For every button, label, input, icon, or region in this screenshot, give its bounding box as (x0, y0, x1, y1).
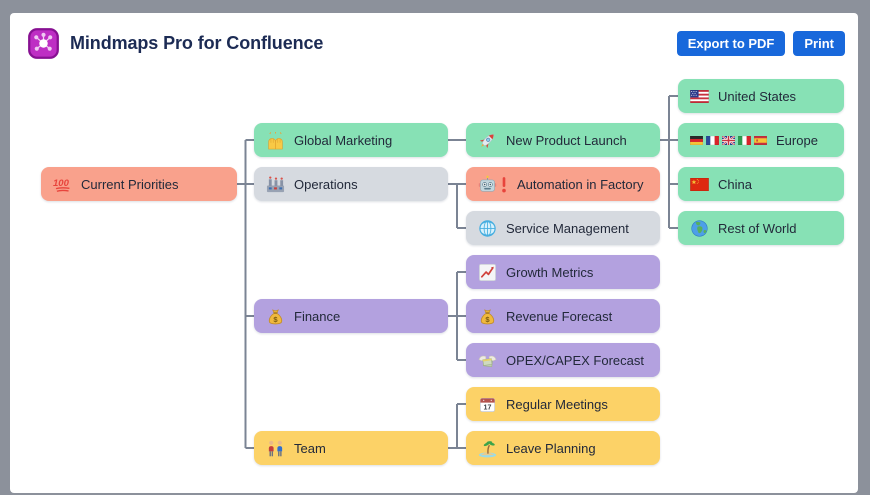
node-icons (690, 178, 709, 191)
mindmap-node-united-states[interactable]: United States (678, 79, 844, 113)
node-label: Leave Planning (506, 440, 596, 456)
node-icons (478, 175, 508, 194)
node-icons (53, 175, 72, 194)
node-icons (478, 307, 497, 326)
mindmap-node-operations[interactable]: Operations (254, 167, 448, 201)
calendar-17-icon (478, 395, 497, 414)
globe-grid-icon (478, 219, 497, 238)
node-label: Finance (294, 308, 341, 324)
node-label: OPEX/CAPEX Forecast (506, 352, 644, 368)
flag-cn-icon (690, 178, 709, 191)
flag-gb-icon (722, 136, 735, 145)
money-bag-icon (478, 307, 497, 326)
node-icons (266, 175, 285, 194)
node-icons (690, 219, 709, 238)
node-label: Growth Metrics (506, 264, 594, 280)
export-to-pdf-button[interactable]: Export to PDF (676, 31, 786, 56)
node-label: Operations (294, 176, 358, 192)
money-wings-icon (478, 351, 497, 370)
node-label: Service Management (506, 220, 629, 236)
robot-icon (478, 175, 497, 194)
node-icons (478, 131, 497, 150)
hundred-icon (53, 175, 72, 194)
mindmap-node-regular-meetings[interactable]: Regular Meetings (466, 387, 660, 421)
node-label: United States (718, 88, 797, 104)
factory-icon (266, 175, 285, 194)
two-men-icon (266, 439, 285, 458)
print-button[interactable]: Print (793, 31, 845, 56)
mindmap-node-opex-capex-forecast[interactable]: OPEX/CAPEX Forecast (466, 343, 660, 377)
flag-de-icon (690, 136, 703, 145)
app-logo-icon (28, 28, 59, 59)
node-icons (690, 136, 767, 145)
mindmap-node-new-product-launch[interactable]: New Product Launch (466, 123, 660, 157)
node-label: Europe (776, 132, 818, 148)
node-icons (478, 439, 497, 458)
mindmap-node-leave-planning[interactable]: Leave Planning (466, 431, 660, 465)
flag-es-icon (754, 136, 767, 145)
exclamation-icon (500, 175, 508, 194)
mindmap-node-team[interactable]: Team (254, 431, 448, 465)
mindmap-node-growth-metrics[interactable]: Growth Metrics (466, 255, 660, 289)
mindmap-node-current-priorities[interactable]: Current Priorities (41, 167, 237, 201)
mindmap-node-automation-in-factory[interactable]: Automation in Factory (466, 167, 660, 201)
mindmap-node-revenue-forecast[interactable]: Revenue Forecast (466, 299, 660, 333)
app-header: Mindmaps Pro for Confluence Export to PD… (10, 13, 858, 59)
flag-it-icon (738, 136, 751, 145)
raising-hands-icon (266, 131, 285, 150)
node-icons (266, 307, 285, 326)
node-icons (266, 439, 285, 458)
page-title: Mindmaps Pro for Confluence (70, 33, 324, 53)
mindmap-node-europe[interactable]: Europe (678, 123, 844, 157)
flag-us-icon (690, 90, 709, 103)
node-label: Automation in Factory (517, 176, 644, 192)
node-icons (478, 219, 497, 238)
mindmap-node-global-marketing[interactable]: Global Marketing (254, 123, 448, 157)
node-label: Regular Meetings (506, 396, 608, 412)
earth-icon (690, 219, 709, 238)
money-bag-icon (266, 307, 285, 326)
flag-fr-icon (706, 136, 719, 145)
node-icons (478, 395, 497, 414)
node-label: New Product Launch (506, 132, 627, 148)
mindmap-node-rest-of-world[interactable]: Rest of World (678, 211, 844, 245)
chart-up-icon (478, 263, 497, 282)
node-icons (690, 90, 709, 103)
island-icon (478, 439, 497, 458)
node-icons (266, 131, 285, 150)
node-label: Revenue Forecast (506, 308, 613, 324)
node-label: Current Priorities (81, 176, 179, 192)
node-label: China (718, 176, 752, 192)
mindmap-node-service-management[interactable]: Service Management (466, 211, 660, 245)
node-icons (478, 351, 497, 370)
rocket-icon (478, 131, 497, 150)
mindmap-node-china[interactable]: China (678, 167, 844, 201)
node-label: Rest of World (718, 220, 797, 236)
mindmap-node-finance[interactable]: Finance (254, 299, 448, 333)
node-label: Team (294, 440, 326, 456)
node-icons (478, 263, 497, 282)
node-label: Global Marketing (294, 132, 393, 148)
